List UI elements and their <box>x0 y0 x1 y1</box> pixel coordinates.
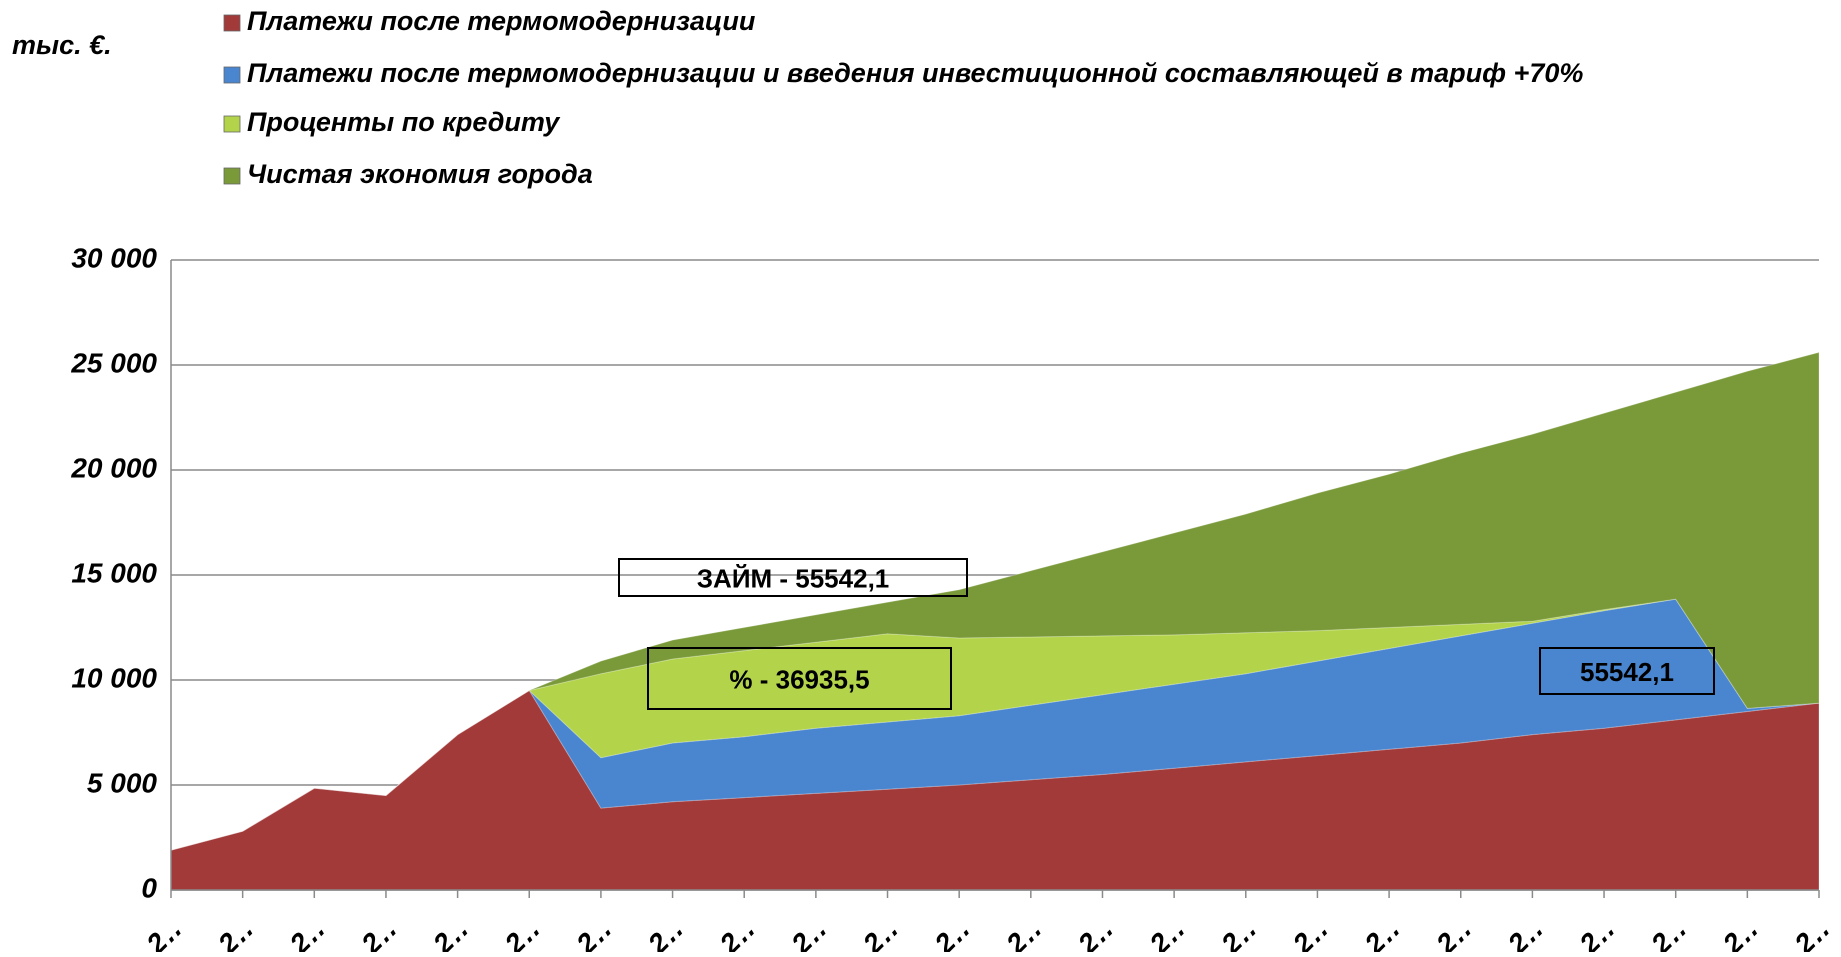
y-tick-label: 20 000 <box>70 452 157 483</box>
x-tick-label: 2‥ <box>785 913 832 952</box>
x-tick-label: 2‥ <box>713 913 760 952</box>
y-tick-label: 0 <box>141 872 157 903</box>
x-tick-label: 2‥ <box>1716 913 1763 952</box>
y-tick-label: 10 000 <box>71 662 157 693</box>
x-tick-label: 2‥ <box>570 913 617 952</box>
x-tick-label: 2‥ <box>211 913 258 952</box>
legend-swatch <box>223 115 241 133</box>
annotation: ЗАЙМ - 55542,1 <box>697 563 890 593</box>
x-tick-label: 2‥ <box>1573 913 1620 952</box>
x-tick-label: 2‥ <box>1000 913 1047 952</box>
y-axis-label: тыс. €. <box>12 30 112 60</box>
x-tick-label: 2‥ <box>856 913 903 952</box>
x-tick-label: 2‥ <box>355 913 402 952</box>
legend-label: Чистая экономия города <box>247 159 593 189</box>
y-tick-label: 25 000 <box>70 347 157 378</box>
x-tick-label: 2‥ <box>928 913 975 952</box>
x-tick-label: 2‥ <box>140 913 187 952</box>
area <box>170 351 1820 851</box>
x-tick-label: 2‥ <box>498 913 545 952</box>
legend-label: Проценты по кредиту <box>247 107 561 137</box>
y-tick-label: 15 000 <box>71 557 157 588</box>
annotation: 55542,1 <box>1580 657 1674 687</box>
x-tick-label: 2‥ <box>1788 913 1835 952</box>
annotation: % - 36935,5 <box>729 664 869 694</box>
x-tick-label: 2‥ <box>1429 913 1476 952</box>
x-tick-label: 2‥ <box>1358 913 1405 952</box>
legend-swatch <box>223 14 241 32</box>
x-tick-label: 2‥ <box>1215 913 1262 952</box>
annotation-box <box>1539 647 1715 695</box>
x-tick-label: 2‥ <box>1071 913 1118 952</box>
x-tick-label: 2‥ <box>1501 913 1548 952</box>
x-tick-label: 2‥ <box>1143 913 1190 952</box>
x-tick-label: 2‥ <box>1644 913 1691 952</box>
legend-swatch <box>223 66 241 84</box>
annotation-box <box>647 647 952 710</box>
x-tick-label: 2‥ <box>426 913 473 952</box>
legend-swatch <box>223 167 241 185</box>
annotation-box <box>618 558 968 597</box>
y-tick-label: 5 000 <box>87 767 157 798</box>
y-tick-label: 30 000 <box>71 242 157 273</box>
x-tick-label: 2‥ <box>283 913 330 952</box>
x-tick-label: 2‥ <box>1286 913 1333 952</box>
legend-label: Платежи после термомодернизации <box>247 6 756 36</box>
legend-label: Платежи после термомодернизации и введен… <box>247 58 1583 88</box>
x-tick-label: 2‥ <box>641 913 688 952</box>
